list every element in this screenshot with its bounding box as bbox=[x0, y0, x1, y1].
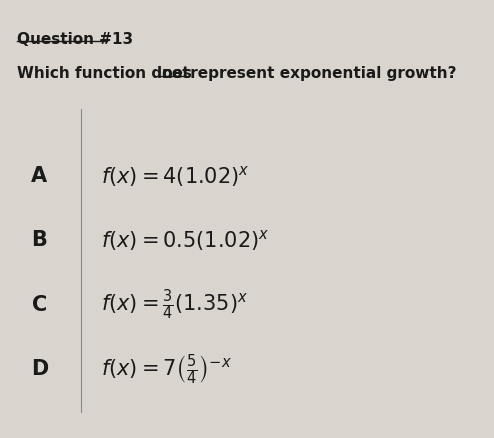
Text: Question #13: Question #13 bbox=[17, 32, 133, 47]
Text: $f(x) = \frac{3}{4}(1.35)^{x}$: $f(x) = \frac{3}{4}(1.35)^{x}$ bbox=[101, 288, 248, 322]
Text: $f(x) = 7\left(\frac{5}{4}\right)^{-x}$: $f(x) = 7\left(\frac{5}{4}\right)^{-x}$ bbox=[101, 352, 232, 387]
Text: A: A bbox=[31, 166, 47, 186]
Text: Which function does: Which function does bbox=[17, 67, 198, 81]
Text: D: D bbox=[31, 360, 48, 379]
Text: $f(x) = 0.5(1.02)^{x}$: $f(x) = 0.5(1.02)^{x}$ bbox=[101, 228, 269, 253]
Text: represent exponential growth?: represent exponential growth? bbox=[185, 67, 457, 81]
Text: B: B bbox=[31, 230, 47, 251]
Text: $f(x) = 4(1.02)^{x}$: $f(x) = 4(1.02)^{x}$ bbox=[101, 163, 249, 188]
Text: C: C bbox=[32, 295, 47, 315]
Text: not: not bbox=[162, 67, 190, 81]
